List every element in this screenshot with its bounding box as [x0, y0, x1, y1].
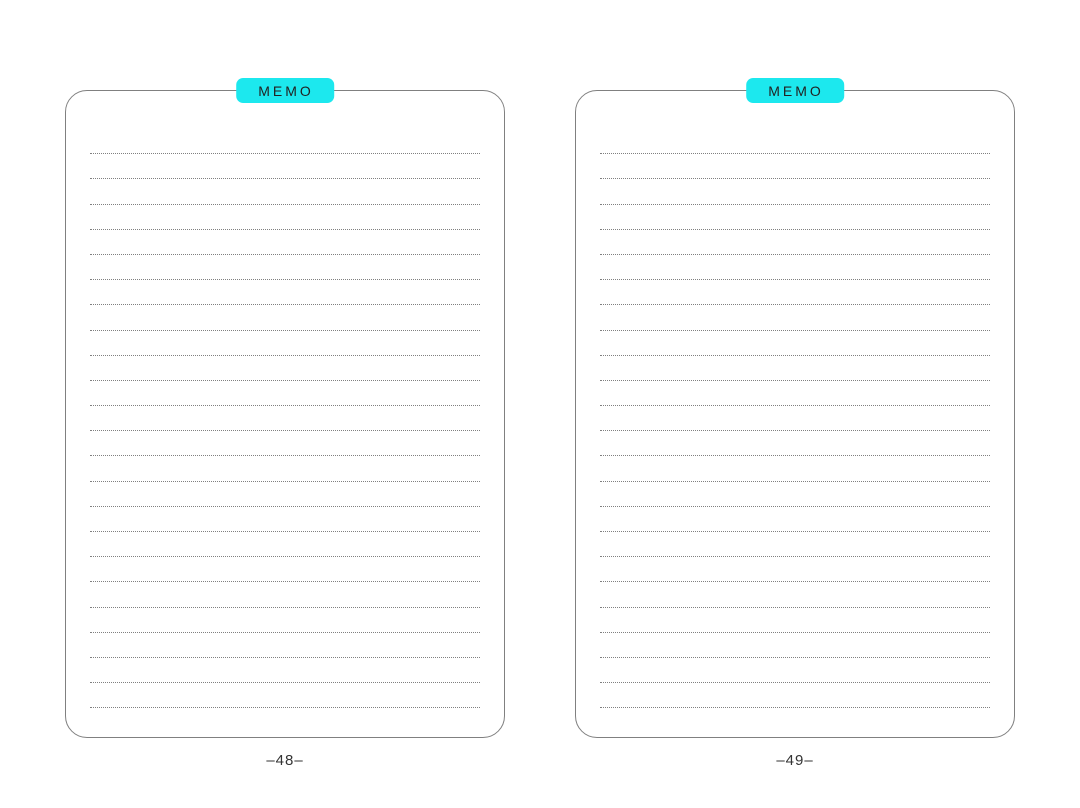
page-number-left: –48–	[266, 752, 303, 769]
memo-line	[90, 406, 480, 431]
memo-tab-label: MEMO	[258, 83, 314, 99]
memo-line	[90, 532, 480, 557]
memo-tab-left: MEMO	[236, 78, 334, 103]
memo-line	[90, 431, 480, 456]
memo-line	[600, 406, 990, 431]
memo-line	[90, 305, 480, 330]
memo-line	[90, 154, 480, 179]
memo-line	[600, 608, 990, 633]
memo-line	[600, 381, 990, 406]
memo-line	[600, 129, 990, 154]
memo-tab-right: MEMO	[746, 78, 844, 103]
memo-line	[90, 205, 480, 230]
memo-line	[600, 255, 990, 280]
memo-line	[600, 280, 990, 305]
memo-lines-right	[600, 129, 990, 717]
memo-line	[90, 280, 480, 305]
memo-line	[90, 482, 480, 507]
memo-line	[600, 331, 990, 356]
memo-line	[90, 255, 480, 280]
memo-line	[600, 658, 990, 683]
memo-page-left: MEMO –48–	[65, 78, 505, 769]
memo-line	[90, 582, 480, 607]
memo-line	[600, 205, 990, 230]
memo-line	[600, 230, 990, 255]
memo-line	[90, 331, 480, 356]
memo-line	[90, 129, 480, 154]
memo-card-left	[65, 90, 505, 738]
memo-line	[90, 557, 480, 582]
memo-line	[90, 683, 480, 708]
memo-line	[600, 482, 990, 507]
memo-line	[600, 557, 990, 582]
memo-line	[600, 532, 990, 557]
memo-line	[90, 507, 480, 532]
memo-line	[90, 658, 480, 683]
memo-line	[600, 683, 990, 708]
memo-line	[600, 179, 990, 204]
memo-line	[90, 608, 480, 633]
memo-line	[600, 356, 990, 381]
memo-line	[90, 179, 480, 204]
memo-spread: MEMO –48– MEMO –49–	[0, 0, 1080, 769]
memo-line	[600, 456, 990, 481]
memo-line	[90, 381, 480, 406]
memo-line	[90, 456, 480, 481]
memo-tab-label: MEMO	[768, 83, 824, 99]
memo-line	[90, 230, 480, 255]
memo-line	[600, 431, 990, 456]
memo-card-right	[575, 90, 1015, 738]
page-number-right: –49–	[776, 752, 813, 769]
memo-line	[90, 633, 480, 658]
memo-line	[90, 356, 480, 381]
memo-line	[600, 507, 990, 532]
memo-lines-left	[90, 129, 480, 717]
memo-line	[600, 582, 990, 607]
memo-page-right: MEMO –49–	[575, 78, 1015, 769]
memo-line	[600, 154, 990, 179]
memo-line	[600, 305, 990, 330]
memo-line	[600, 633, 990, 658]
